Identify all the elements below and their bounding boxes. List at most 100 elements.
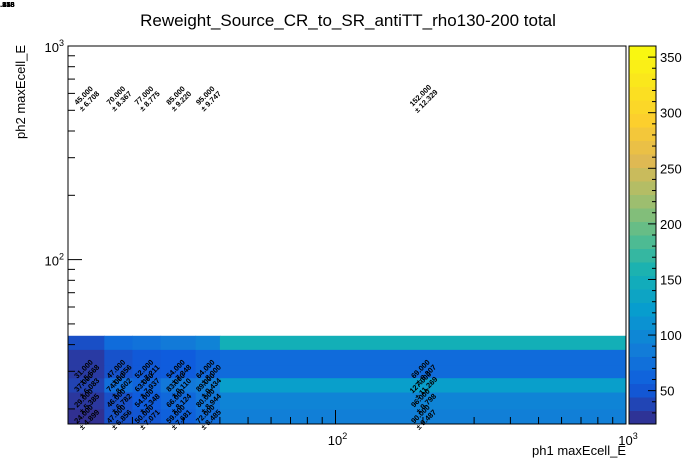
heatmap-cell <box>68 377 105 393</box>
color-scale-band <box>629 302 656 317</box>
heatmap-cell <box>132 335 162 350</box>
cell-label: 152.000± 12.329 <box>408 83 440 115</box>
heatmap-cell <box>104 365 133 379</box>
heatmap-cell <box>132 349 162 366</box>
color-scale-tick-label: 50 <box>660 384 674 399</box>
cell-label: 85.000± 9.220 <box>164 84 193 113</box>
cell-error-label: ± 18.248 <box>0 0 15 9</box>
heatmap-cell <box>132 408 162 425</box>
heatmap-cell <box>132 377 162 393</box>
heatmap-cell <box>219 377 627 393</box>
heatmap-cell <box>195 377 221 393</box>
heatmap-cells <box>68 335 627 425</box>
cell-label: 45.000± 6.708 <box>72 84 101 113</box>
heatmap-cell <box>104 377 133 393</box>
heatmap-cell <box>195 408 221 425</box>
heatmap-cell <box>219 365 627 379</box>
cell-error-label: ± 17.176 <box>0 0 15 9</box>
color-scale-band <box>629 343 656 357</box>
x-axis: 102 103 <box>131 410 638 448</box>
x-axis-label: ph1 maxEcell_E <box>532 443 626 458</box>
cell-label: 70.000± 8.367 <box>105 84 134 113</box>
color-scale-band <box>629 383 656 398</box>
color-scale-band <box>629 73 656 87</box>
y-tick-label: 103 <box>45 38 64 55</box>
heatmap-cell <box>68 335 105 350</box>
heatmap-cell <box>219 392 627 410</box>
heatmap-cell <box>160 349 197 366</box>
color-scale-band <box>629 167 656 182</box>
color-scale-tick-label: 150 <box>660 272 682 287</box>
color-scale-band <box>629 275 656 290</box>
heatmap-cell <box>104 392 133 410</box>
color-scale-band <box>629 221 656 236</box>
color-scale-band <box>629 410 656 425</box>
color-scale-band <box>629 329 656 344</box>
color-scale-band <box>629 86 656 101</box>
color-scale-band <box>629 181 656 195</box>
heatmap-cell <box>160 392 197 410</box>
cell-label: 95.000± 9.747 <box>194 84 223 113</box>
heatmap-cell <box>160 365 197 379</box>
color-scale-band <box>629 194 656 209</box>
heatmap-cell <box>195 349 221 366</box>
cell-value-label: 205.000 <box>0 0 14 1</box>
color-scale-band <box>629 316 656 330</box>
color-scale-band <box>629 289 656 303</box>
heatmap-cell <box>132 392 162 410</box>
chart-title: Reweight_Source_CR_to_SR_antiTT_rho130-2… <box>140 11 556 30</box>
color-scale-band <box>629 248 656 263</box>
heatmap-cell <box>195 392 221 410</box>
y-tick-label: 102 <box>45 252 64 269</box>
color-scale-tick-label: 300 <box>660 106 682 121</box>
heatmap-cell <box>160 408 197 425</box>
heatmap-cell <box>104 335 133 350</box>
color-scale-band <box>629 100 656 114</box>
cell-label: 274.000± 16.553 <box>0 0 15 9</box>
y-axis-label: ph2 maxEcell_E <box>13 45 28 139</box>
heatmap-cell <box>68 392 105 410</box>
color-scale-band <box>629 370 656 384</box>
heatmap-cell <box>219 408 627 425</box>
cell-label: 354.000± 18.815 <box>0 0 15 9</box>
cell-value-label: 354.000 <box>0 0 14 1</box>
cell-value-label: 295.000 <box>0 0 14 1</box>
heatmap-cell <box>195 335 221 350</box>
heatmap-cell <box>160 377 197 393</box>
cell-value-label: 333.000 <box>0 0 14 1</box>
color-scale: 50 100 150 200 250 300 350 <box>628 45 682 425</box>
heatmap-cell <box>68 408 105 425</box>
color-scale-band <box>629 154 656 168</box>
color-scale-band <box>629 140 656 155</box>
x-tick-label: 102 <box>328 431 347 448</box>
cell-label: 77.000± 8.775 <box>133 84 162 113</box>
color-scale-band <box>629 356 656 371</box>
plot-frame <box>67 45 627 425</box>
color-scale-band <box>629 397 656 411</box>
color-scale-tick-label: 200 <box>660 217 682 232</box>
heatmap-cell <box>195 365 221 379</box>
heatmap-cell <box>132 365 162 379</box>
heatmap-cell <box>104 349 133 366</box>
color-scale-band <box>629 46 656 60</box>
color-scale-band <box>629 235 656 249</box>
cell-label: 333.000± 18.248 <box>0 0 15 9</box>
heatmap-cell <box>68 349 105 366</box>
color-scale-band <box>629 208 656 222</box>
cell-error-label: ± 14.318 <box>0 0 15 9</box>
heatmap-cell <box>219 349 627 366</box>
heatmap-cell <box>160 335 197 350</box>
cell-value-label: 274.000 <box>0 0 14 1</box>
heatmap-cell <box>219 335 627 350</box>
cell-label: 205.000± 14.318 <box>0 0 15 9</box>
color-scale-tick-label: 250 <box>660 161 682 176</box>
color-scale-band <box>629 127 656 141</box>
color-scale-tick-label: 100 <box>660 328 682 343</box>
heatmap-cell <box>104 408 133 425</box>
color-scale-band <box>629 262 656 276</box>
cell-label: 295.000± 17.176 <box>0 0 15 9</box>
cell-error-label: ± 16.553 <box>0 0 15 9</box>
color-scale-band <box>629 59 656 74</box>
color-scale-tick-label: 350 <box>660 50 682 65</box>
cell-error-label: ± 18.815 <box>0 0 15 9</box>
